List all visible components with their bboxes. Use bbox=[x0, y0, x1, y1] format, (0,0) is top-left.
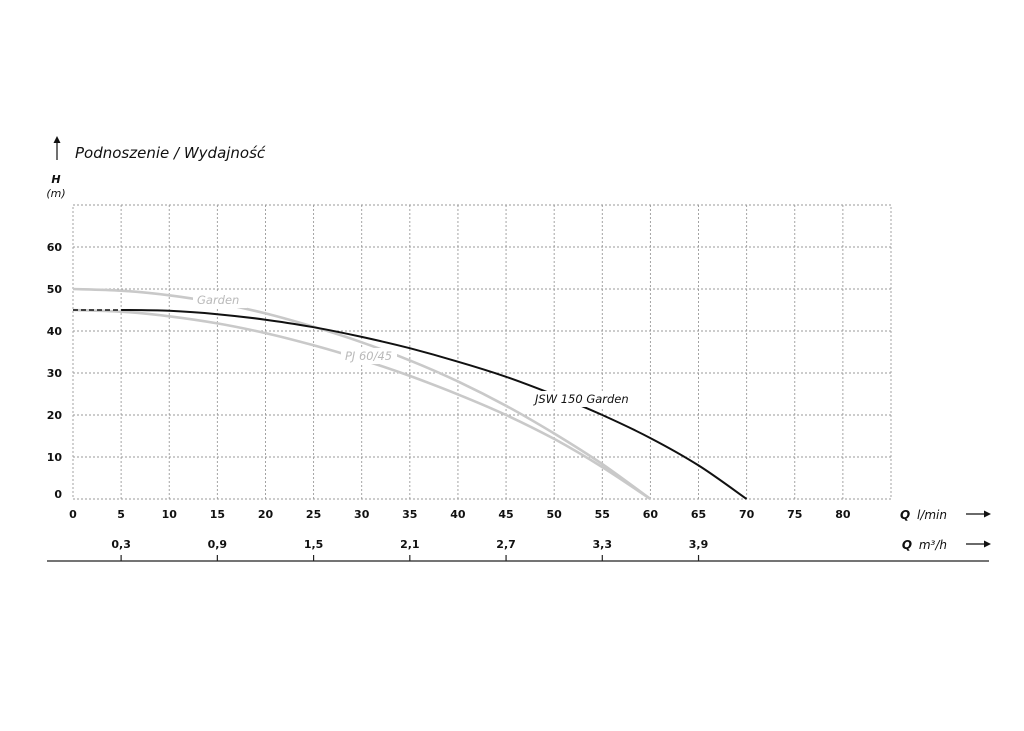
x-arrow-icon bbox=[966, 510, 991, 518]
x-axis-q-symbol: Q bbox=[900, 508, 910, 522]
x-tick-label: 30 bbox=[354, 508, 370, 521]
y-tick-label: 30 bbox=[47, 367, 63, 380]
y-tick-label: 10 bbox=[47, 451, 63, 464]
x-axis-unit-lmin: l/min bbox=[917, 508, 947, 522]
series-line bbox=[121, 309, 748, 500]
x-tick-label: 40 bbox=[450, 508, 466, 521]
x-tick-label: 55 bbox=[595, 508, 610, 521]
secondary-x-tick-label: 0,3 bbox=[111, 538, 131, 551]
secondary-x-tick-label: 3,9 bbox=[689, 538, 709, 551]
chart-title: Podnoszenie / Wydajność bbox=[75, 144, 266, 162]
series-label: PJ 60/45 bbox=[345, 349, 392, 363]
secondary-x-tick-label: 2,1 bbox=[400, 538, 420, 551]
series-label-bg bbox=[193, 292, 247, 308]
secondary-x-tick-label: 1,5 bbox=[304, 538, 324, 551]
x-tick-label: 60 bbox=[643, 508, 659, 521]
x-tick-labels: 0 5 10 15 20 25 30 35 40 45 50 55 60 65 70 75 80 bbox=[69, 508, 851, 521]
x-tick-label: 65 bbox=[691, 508, 706, 521]
x-tick-label: 45 bbox=[498, 508, 513, 521]
series-garden: Garden bbox=[72, 287, 652, 501]
y-tick-label: 50 bbox=[47, 283, 63, 296]
grid bbox=[72, 204, 892, 500]
secondary-x-tick-label: 3,3 bbox=[593, 538, 613, 551]
x-tick-label: 25 bbox=[306, 508, 321, 521]
x-axis-unit-m3h: m³/h bbox=[919, 538, 947, 552]
y-axis-unit: (m) bbox=[46, 187, 65, 200]
y-axis-label: H bbox=[51, 173, 60, 186]
series-group: Garden PJ 60/45 JSW 150 Garden bbox=[72, 287, 748, 501]
x-tick-label: 15 bbox=[210, 508, 225, 521]
series-label-bg bbox=[341, 348, 397, 364]
plot-frame bbox=[72, 204, 892, 500]
x-tick-label: 10 bbox=[162, 508, 178, 521]
y-tick-labels: 0 10 20 30 40 50 60 bbox=[47, 241, 63, 501]
x-tick-label: 35 bbox=[402, 508, 417, 521]
series-label: JSW 150 Garden bbox=[533, 392, 629, 406]
y-tick-label: 40 bbox=[47, 325, 63, 338]
x-tick-label: 50 bbox=[547, 508, 563, 521]
y-tick-label: 60 bbox=[47, 241, 63, 254]
series-label: Garden bbox=[197, 293, 239, 307]
x-tick-label: 20 bbox=[258, 508, 274, 521]
y-tick-label: 20 bbox=[47, 409, 63, 422]
x-axis-label-lmin: Q l/min bbox=[900, 508, 947, 522]
x-tick-label: 5 bbox=[117, 508, 125, 521]
series-line bbox=[72, 287, 652, 501]
x-tick-label: 70 bbox=[739, 508, 755, 521]
y-tick-label: 0 bbox=[54, 488, 62, 501]
x-axis-label-m3h: Q m³/h bbox=[902, 538, 947, 552]
x-arrow-icon-2 bbox=[966, 540, 991, 548]
secondary-x-tick-label: 0,9 bbox=[208, 538, 228, 551]
series-jsw-150-garden: JSW 150 Garden bbox=[73, 309, 748, 500]
secondary-x-tick-labels: 0,3 0,9 1,5 2,1 2,7 3,3 3,9 bbox=[111, 538, 708, 561]
secondary-x-tick-label: 2,7 bbox=[496, 538, 516, 551]
y-arrow-icon bbox=[53, 136, 61, 160]
series-pj-60-45: PJ 60/45 bbox=[72, 308, 652, 501]
x-axis-q-symbol-2: Q bbox=[902, 538, 912, 552]
x-tick-label: 75 bbox=[787, 508, 802, 521]
x-tick-label: 0 bbox=[69, 508, 77, 521]
x-tick-label: 80 bbox=[835, 508, 851, 521]
series-label-bg bbox=[531, 391, 631, 407]
